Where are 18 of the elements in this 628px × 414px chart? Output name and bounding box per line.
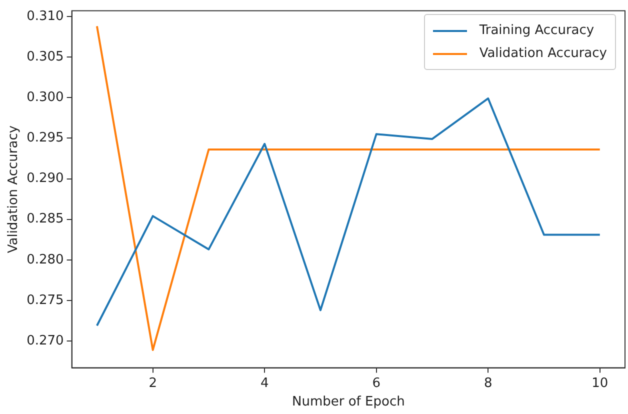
y-tick-label: 0.295 (26, 130, 64, 146)
y-tick-label: 0.275 (26, 292, 64, 308)
y-axis-title: Validation Accuracy (6, 125, 22, 254)
y-tick-label: 0.300 (26, 90, 64, 105)
x-tick-label: 8 (484, 376, 492, 391)
x-tick-label: 6 (372, 376, 380, 391)
y-tick-label: 0.280 (26, 252, 64, 268)
legend-label: Training Accuracy (479, 23, 594, 38)
legend-label: Validation Accuracy (479, 46, 607, 61)
x-tick-label: 10 (592, 376, 608, 391)
y-tick-label: 0.290 (26, 171, 64, 186)
x-tick-label: 4 (260, 376, 269, 391)
y-tick-label: 0.285 (26, 212, 64, 227)
x-axis-title: Number of Epoch (292, 394, 405, 410)
y-tick-label: 0.270 (26, 333, 64, 348)
y-tick-label: 0.305 (26, 49, 64, 64)
y-tick-label: 0.310 (26, 8, 64, 24)
x-tick-label: 2 (148, 376, 157, 391)
